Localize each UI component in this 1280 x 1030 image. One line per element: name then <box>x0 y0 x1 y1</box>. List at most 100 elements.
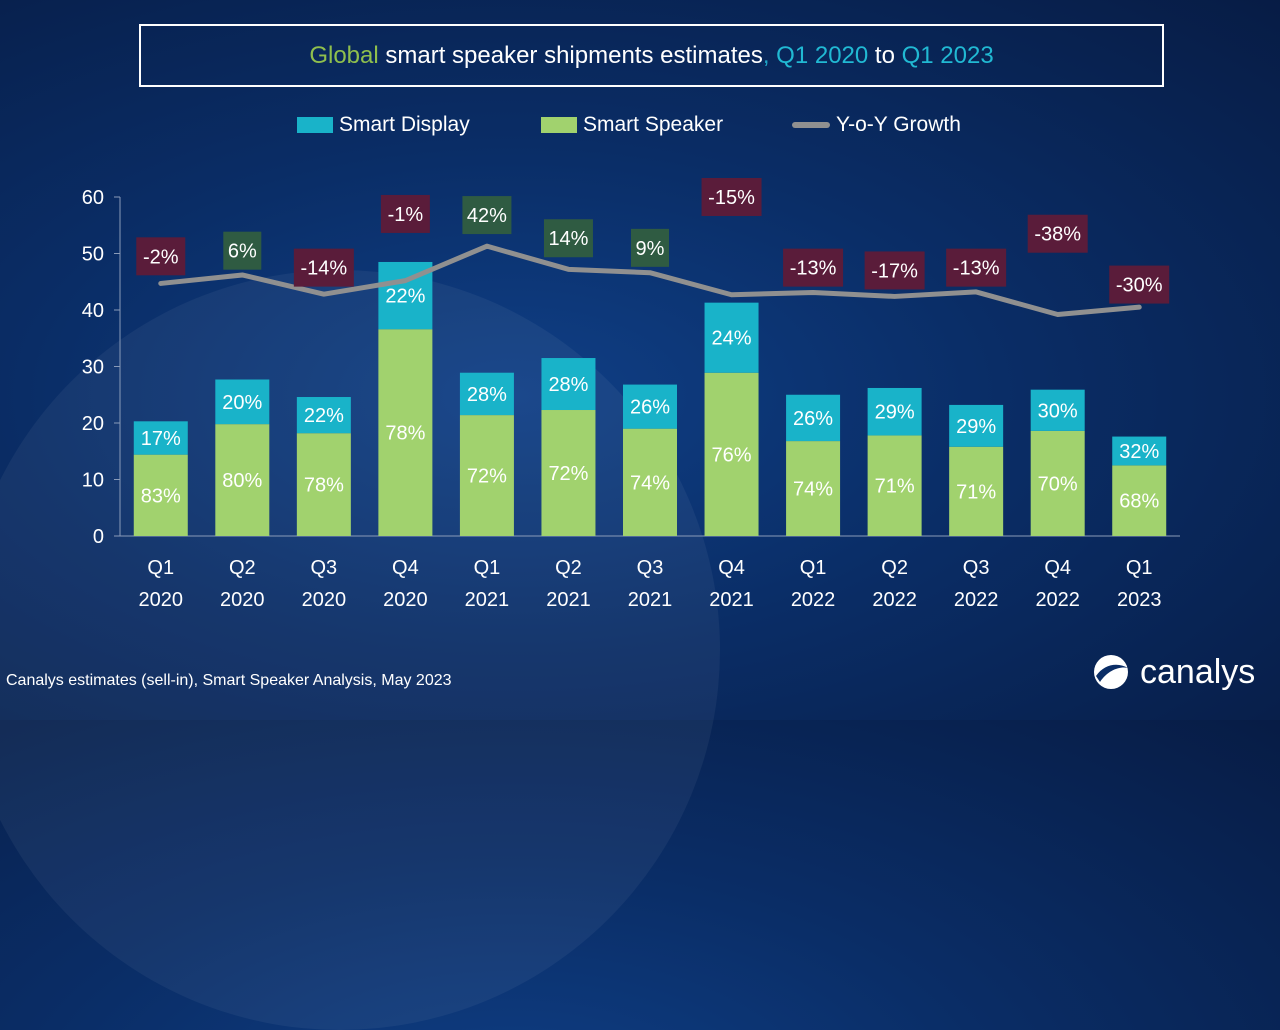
data-label-display: 26% <box>793 408 833 430</box>
data-label-speaker: 76% <box>712 444 752 466</box>
chart-plot: 0 10 20 30 40 50 60 83% 17% Q1 2020 80% 20% Q2 2020 78%… <box>82 178 1180 611</box>
legend-label-display: Smart Display <box>339 113 470 136</box>
title-global: Global <box>309 41 379 69</box>
x-tick-label-quarter: Q1 <box>800 557 827 579</box>
legend-label-growth: Y-o-Y Growth <box>836 113 961 136</box>
data-label-display: 22% <box>304 405 344 427</box>
x-tick-label-quarter: Q1 <box>474 557 501 579</box>
x-tick-label-quarter: Q2 <box>555 557 582 579</box>
x-tick-label-year: 2023 <box>1117 589 1162 611</box>
title-comma: , <box>762 41 770 69</box>
x-tick-label-year: 2021 <box>465 589 510 611</box>
growth-label: -13% <box>953 258 1000 280</box>
growth-label-bg <box>631 228 669 267</box>
bar-smart-display <box>296 397 351 434</box>
x-tick-label-quarter: Q2 <box>229 557 256 579</box>
legend-swatch-growth <box>792 122 830 128</box>
x-tick-label-quarter: Q4 <box>718 557 745 579</box>
growth-label-bg <box>864 251 925 290</box>
y-tick-label: 50 <box>82 244 104 266</box>
bar-smart-speaker <box>296 433 351 536</box>
legend-swatch-speaker <box>541 117 577 133</box>
brand-name: canalys <box>1140 652 1256 691</box>
x-tick-label-year: 2022 <box>791 589 836 611</box>
chart-title: Global smart speaker shipments estimates… <box>139 24 1164 87</box>
growth-label: -15% <box>708 187 755 209</box>
title-main: smart speaker shipments estimates <box>378 41 763 69</box>
x-tick-label-year: 2020 <box>302 589 347 611</box>
title-to: to <box>868 41 902 69</box>
data-label-display: 24% <box>712 328 752 350</box>
data-label-display: 29% <box>956 416 996 438</box>
bar-smart-speaker <box>215 424 270 536</box>
growth-label: -38% <box>1034 224 1081 246</box>
data-label-display: 28% <box>548 374 588 396</box>
data-label-display: 22% <box>385 286 425 308</box>
growth-label-bg <box>1027 214 1088 253</box>
bar-smart-display <box>623 384 677 429</box>
growth-label: 14% <box>548 228 588 250</box>
x-tick-label-quarter: Q1 <box>1126 557 1153 579</box>
bar-smart-speaker <box>623 428 677 536</box>
legend-item-growth: Y-o-Y Growth <box>792 113 961 137</box>
bar-smart-speaker <box>1030 430 1085 536</box>
growth-label-bg <box>701 178 762 216</box>
data-label-display: 32% <box>1119 441 1159 463</box>
data-label-speaker: 83% <box>141 485 181 507</box>
bar-smart-speaker <box>704 372 759 536</box>
x-tick-label-year: 2021 <box>546 589 591 611</box>
growth-label-bg <box>462 196 512 235</box>
data-label-speaker: 74% <box>630 472 670 494</box>
bar-smart-speaker <box>541 410 596 536</box>
bar-smart-display <box>541 358 596 411</box>
growth-label: -14% <box>300 258 347 280</box>
bar-smart-speaker <box>786 441 841 536</box>
data-label-speaker: 71% <box>956 481 996 503</box>
growth-label-bg <box>543 219 593 258</box>
bar-smart-display <box>704 302 759 373</box>
data-label-display: 26% <box>630 397 670 419</box>
growth-label: 9% <box>636 238 665 260</box>
x-tick-label-year: 2020 <box>139 589 184 611</box>
canalys-logo-icon <box>1094 655 1128 689</box>
bar-smart-display <box>949 404 1004 447</box>
bar-smart-speaker <box>867 435 922 536</box>
data-label-display: 29% <box>875 402 915 424</box>
y-tick-label: 0 <box>93 526 104 548</box>
legend-item-display: Smart Display <box>297 113 470 137</box>
bar-smart-display <box>459 372 514 416</box>
y-tick-label: 40 <box>82 300 104 322</box>
brand-logo: canalys <box>1090 652 1255 692</box>
bar-smart-display <box>133 421 188 455</box>
growth-label: -2% <box>143 246 179 268</box>
x-tick-label-quarter: Q2 <box>881 557 908 579</box>
growth-label-bg <box>223 231 262 270</box>
data-label-speaker: 74% <box>793 479 833 501</box>
growth-label: 42% <box>467 205 507 227</box>
bar-smart-speaker <box>949 446 1004 536</box>
bar-smart-speaker <box>1112 465 1167 536</box>
growth-label-bg <box>783 248 844 287</box>
x-tick-label-year: 2021 <box>628 589 673 611</box>
yoy-growth-line <box>158 243 1142 318</box>
data-label-display: 28% <box>467 384 507 406</box>
y-tick-label: 10 <box>82 470 104 492</box>
growth-label: -17% <box>871 260 918 282</box>
data-label-speaker: 68% <box>1119 491 1159 513</box>
bar-smart-display <box>786 394 841 442</box>
data-label-speaker: 78% <box>385 423 425 445</box>
x-tick-label-quarter: Q1 <box>147 557 174 579</box>
x-tick-label-quarter: Q3 <box>963 557 990 579</box>
data-label-speaker: 72% <box>467 466 507 488</box>
chart-legend: Smart Display Smart Speaker Y-o-Y Growth <box>0 113 1280 141</box>
data-label-speaker: 78% <box>304 475 344 497</box>
growth-label: -30% <box>1116 275 1163 297</box>
x-tick-label-year: 2022 <box>954 589 999 611</box>
growth-label-bg <box>946 248 1007 287</box>
y-tick-label: 60 <box>82 187 104 209</box>
x-tick-label-quarter: Q3 <box>637 557 664 579</box>
legend-swatch-display <box>297 117 333 133</box>
bar-smart-speaker <box>378 329 433 536</box>
x-tick-label-quarter: Q4 <box>1044 557 1071 579</box>
data-label-speaker: 71% <box>875 476 915 498</box>
